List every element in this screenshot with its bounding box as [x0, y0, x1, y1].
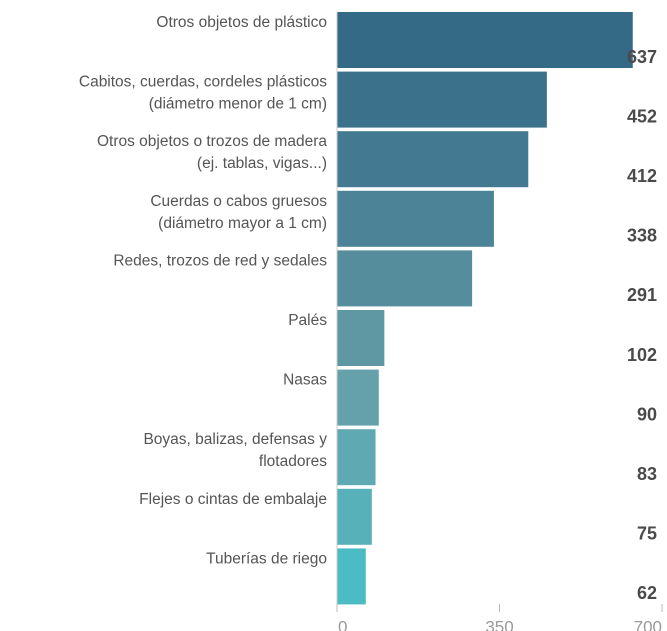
value-label: 83	[637, 464, 657, 484]
bar	[337, 488, 372, 545]
value-label: 412	[627, 166, 657, 186]
bar	[337, 250, 473, 307]
value-label: 338	[627, 226, 657, 246]
bar	[337, 190, 494, 247]
bar	[337, 131, 529, 188]
x-tick-label: 350	[485, 617, 513, 631]
value-label: 291	[627, 285, 657, 305]
category-label: Cabitos, cuerdas, cordeles plásticos (diá…	[79, 74, 327, 113]
category-label: Flejes o cintas de embalaje	[139, 491, 327, 508]
category-label: Palés	[288, 312, 327, 329]
value-label: 62	[637, 583, 657, 603]
x-tick-label: 0	[338, 617, 347, 631]
category-label: Redes, trozos de red y sedales	[113, 252, 327, 269]
bar	[337, 310, 385, 366]
value-label: 90	[637, 404, 657, 424]
x-tick-label: 700	[634, 617, 662, 631]
category-label: Otros objetos de plástico	[156, 14, 327, 31]
value-label: 452	[627, 106, 657, 126]
category-label: Tuberías de riego	[206, 550, 327, 567]
value-label: 637	[627, 47, 657, 67]
bar	[337, 12, 633, 68]
bar	[337, 548, 366, 605]
category-label: Cuerdas o cabos gruesos (diámetro mayor a…	[150, 193, 327, 232]
category-label: Otros objetos o trozos de madera (ej. tab…	[97, 133, 327, 172]
value-label: 102	[627, 345, 657, 365]
bar	[337, 71, 547, 128]
category-label: Boyas, balizas, defensas y flotadores	[143, 431, 327, 470]
bar	[337, 429, 376, 486]
category-label: Nasas	[283, 372, 327, 389]
bar	[337, 369, 379, 426]
value-label: 75	[637, 524, 657, 544]
